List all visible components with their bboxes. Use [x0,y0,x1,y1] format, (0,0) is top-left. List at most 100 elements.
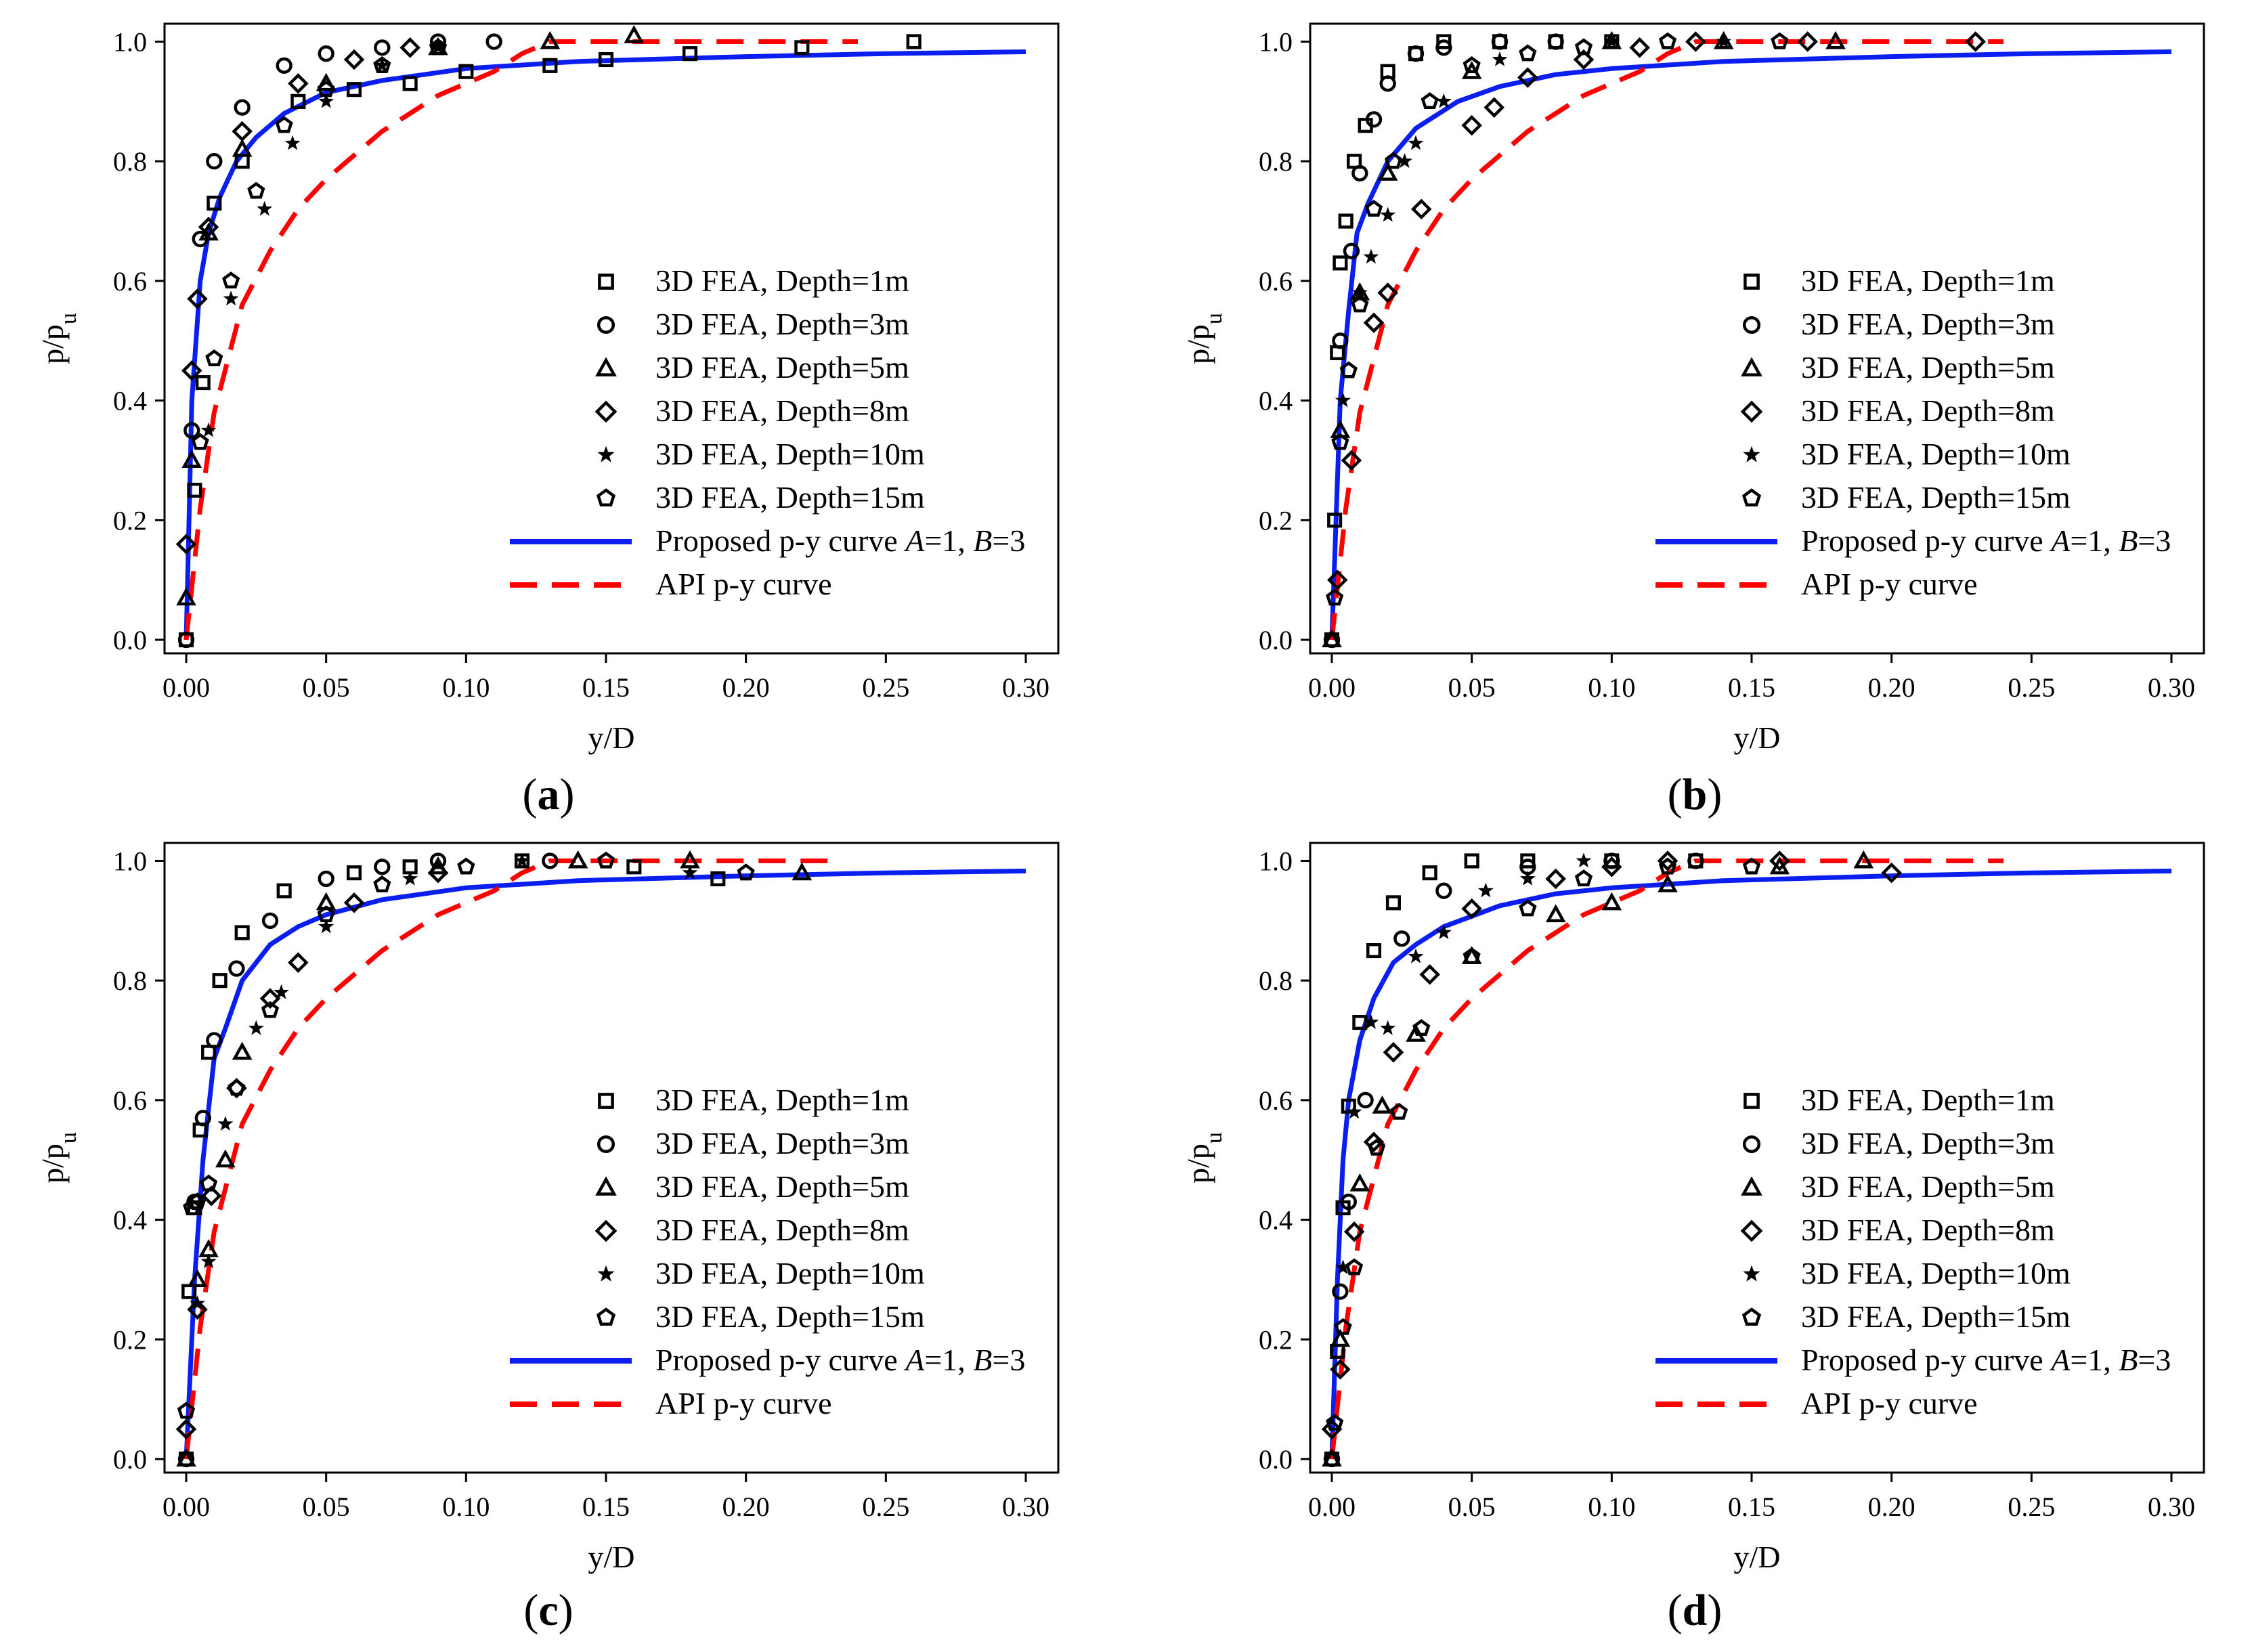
data-point-pentagon [1390,1102,1408,1120]
legend-label-part: Proposed p-y curve [1801,1343,2051,1377]
data-point-triangle [1601,892,1622,911]
x-tick-label: 0.00 [1308,1492,1356,1522]
data-point-circle [194,1110,211,1127]
data-point-star [402,870,418,886]
legend-marker-diamond [1740,400,1763,423]
x-tick-label: 0.10 [1588,1492,1635,1522]
x-tick-label: 0.05 [1448,672,1496,703]
data-point-star [217,1116,234,1131]
y-tick-label: 0.6 [1259,1085,1293,1116]
data-point-circle [374,39,391,56]
data-point-circle [1379,75,1396,92]
data-point-diamond [1881,862,1902,884]
data-point-diamond [1484,97,1505,118]
legend-label: 3D FEA, Depth=10m [655,437,925,471]
data-point-star [223,290,239,306]
x-tick-label: 0.15 [1728,672,1775,703]
data-point-triangle [792,862,813,881]
panel-label-letter: b [1683,770,1708,819]
data-point-pentagon [373,875,391,892]
data-point-star [274,984,289,999]
data-point-circle [1547,33,1564,50]
x-tick-label: 0.30 [2148,1492,2195,1522]
data-point-diamond [1343,1221,1365,1242]
legend-label: 3D FEA, Depth=1m [1801,263,2055,298]
data-point-pentagon [1574,38,1593,56]
legend-label: 3D FEA, Depth=5m [1801,350,2055,385]
data-point-triangle [1372,1095,1393,1114]
data-point-star [1380,206,1396,222]
plot-frame [1309,842,2205,1474]
legend-label: 3D FEA, Depth=1m [655,263,909,298]
data-point-square [906,34,922,49]
data-point-circle [261,912,279,930]
data-point-circle [1343,242,1360,259]
data-point-square [1385,895,1401,911]
x-tick-label: 0.10 [442,672,490,703]
data-point-triangle [1322,1448,1342,1467]
x-tick-label: 0.20 [722,672,770,703]
legend-label-part: =1, [924,1343,973,1377]
y-tick-label: 0.0 [113,1444,147,1475]
data-point-triangle [316,72,337,91]
data-point-pentagon [1574,869,1593,887]
legend-label-part: B [973,1343,992,1377]
legend-label-part: Proposed p-y curve [1801,523,2051,558]
data-point-pentagon [737,863,755,881]
x-axis-title: y/D [1734,720,1781,755]
api-curve-line [1329,39,2004,640]
data-point-diamond [1461,898,1482,919]
data-point-star [1408,135,1424,150]
data-point-star [514,852,530,868]
data-point-square [1366,942,1382,959]
data-point-pentagon [1326,1414,1344,1431]
data-point-diamond [1363,312,1385,334]
data-point-square [1338,213,1354,229]
y-axis-title-main: p/p [35,324,70,364]
data-point-triangle [232,138,253,157]
data-point-star [1408,948,1424,963]
data-point-pentagon [1742,857,1761,875]
data-point-star [257,200,273,216]
data-point-pentagon [317,80,335,97]
legend-label: 3D FEA, Depth=8m [1801,1213,2055,1247]
plot-frame [1309,22,2205,655]
legend-label: 3D FEA, Depth=5m [655,350,909,385]
y-tick-label: 0.2 [113,505,147,536]
data-point-pentagon [222,271,240,289]
legend-label-part: =3 [2138,523,2171,558]
y-tick-label: 0.2 [1259,1324,1293,1355]
data-point-triangle [1377,162,1398,181]
data-point-circle [234,99,251,116]
legend-label-part: =1, [924,523,973,558]
data-point-diamond [1629,37,1650,58]
data-point-circle [1357,1091,1374,1109]
data-point-triangle [1349,1173,1370,1192]
data-point-square [1352,1014,1368,1030]
data-point-star [1435,93,1452,108]
data-point-pentagon [1519,899,1537,917]
legend-label: 3D FEA, Depth=5m [1801,1169,2055,1204]
data-point-pentagon [1658,32,1677,49]
data-point-diamond [1383,1041,1404,1063]
y-tick-label: 0.4 [113,386,147,416]
panel-label: (a) [523,770,575,819]
data-point-star [1351,284,1368,300]
data-point-pentagon [228,1079,246,1096]
data-point-square [1327,513,1343,528]
data-point-diamond [187,288,208,309]
data-point-square [626,859,642,875]
legend-label-proposed: Proposed p-y curve A=1, B=3 [1801,1343,2171,1377]
data-point-diamond [1657,850,1679,871]
legend-label-part: =3 [992,523,1025,558]
data-point-diamond [198,217,219,238]
data-point-circle [1435,39,1452,56]
data-point-pentagon [317,905,335,923]
legend-label: 3D FEA, Depth=8m [655,393,909,428]
data-point-diamond [343,892,365,913]
legend-marker-square [1744,1093,1760,1109]
y-axis-title: p/pu [35,313,81,364]
data-point-diamond [1797,31,1818,52]
legend-label-part: B [2119,1343,2138,1377]
data-point-square [212,973,228,988]
